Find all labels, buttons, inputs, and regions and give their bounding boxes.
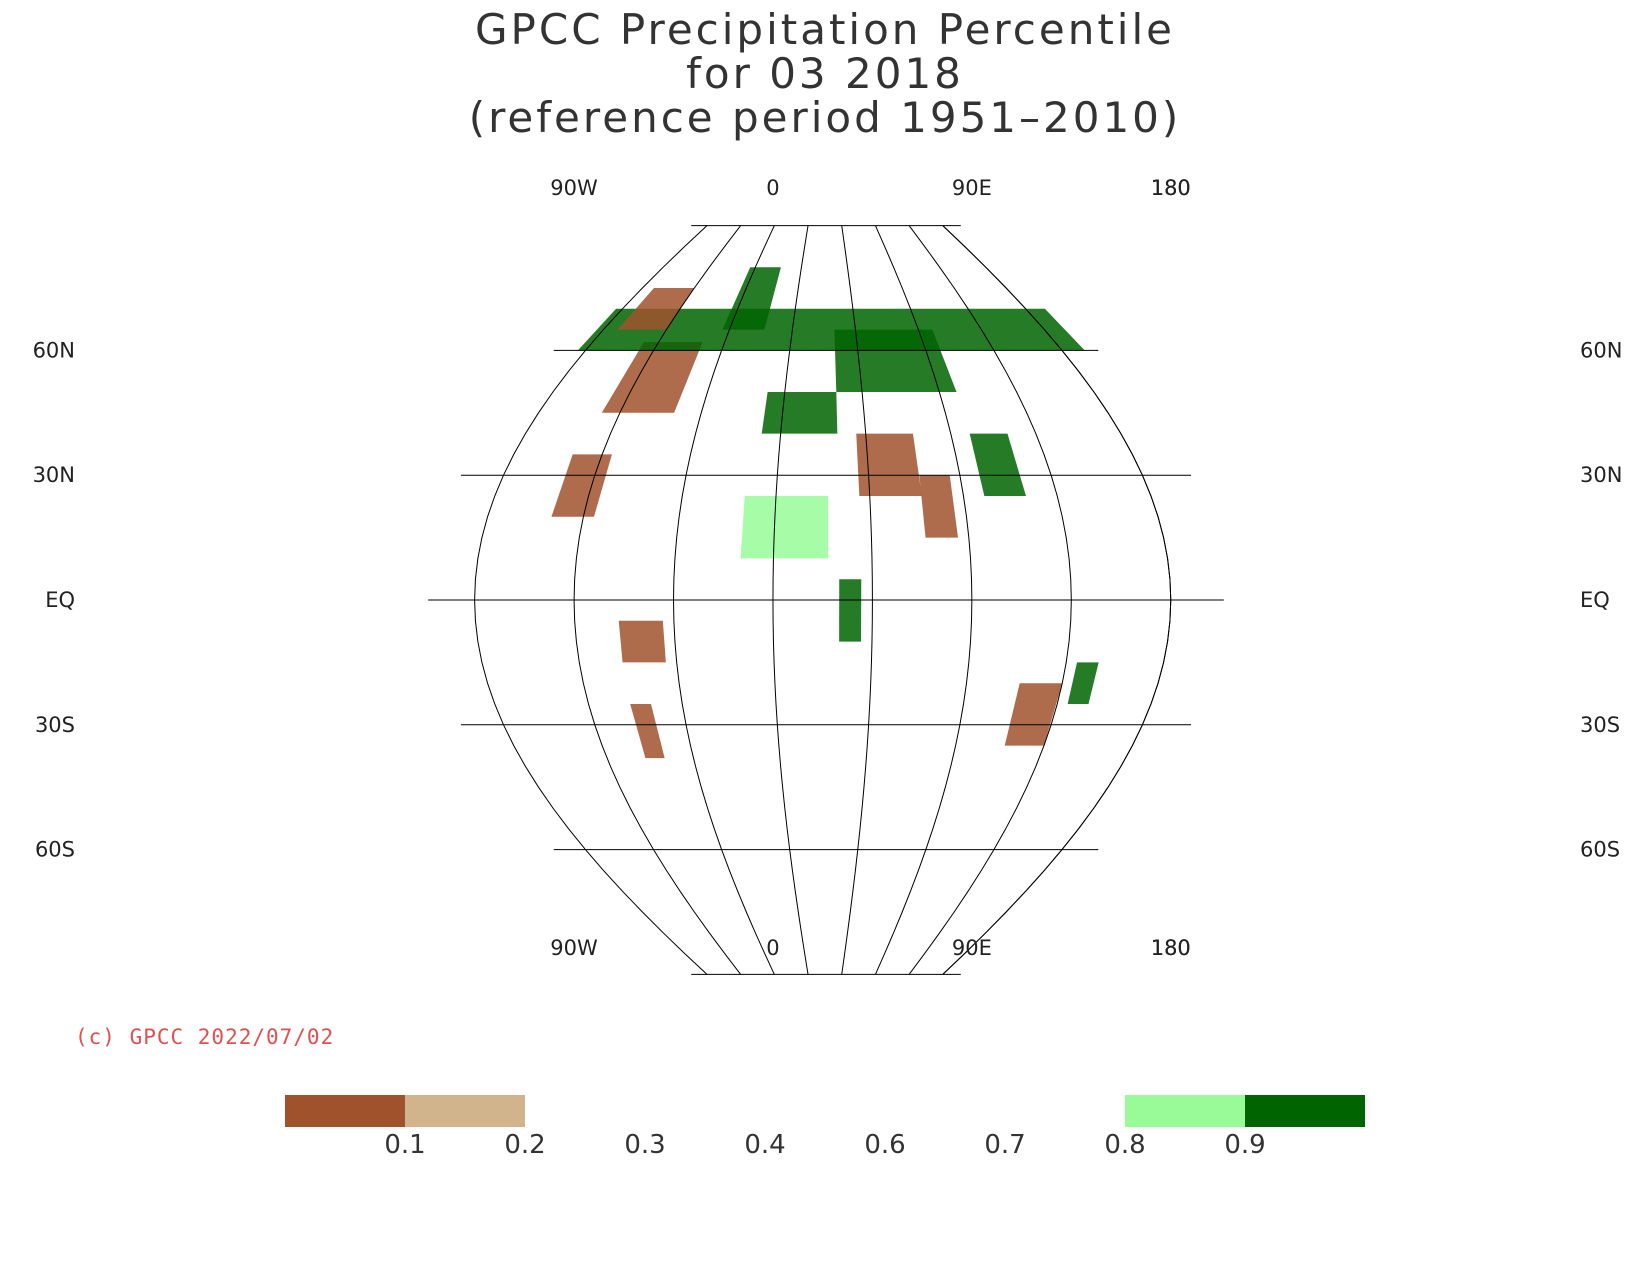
lat-label-left: EQ	[45, 588, 75, 612]
meridian-line	[474, 225, 708, 975]
region-alaska	[555, 308, 1093, 351]
graticule-labels: 18018090W90W0090E90E18018060N30NEQ30S60S…	[33, 176, 1623, 960]
lon-label-top: 0	[766, 176, 779, 200]
meridian-line	[874, 225, 973, 975]
region-middle-east	[856, 433, 922, 496]
title-line-2: for 03 2018	[686, 49, 964, 98]
region-canada-east	[601, 342, 703, 413]
lon-label-bottom: 180	[1151, 936, 1191, 960]
meridian-line	[942, 225, 1172, 975]
lon-label-bottom: 90W	[550, 936, 598, 960]
region-russia	[834, 329, 957, 392]
lat-label-right: EQ	[1580, 588, 1610, 612]
region-canada-arctic	[617, 288, 695, 330]
region-amazon	[618, 620, 666, 663]
region-greenland	[722, 267, 781, 330]
meridian-line	[772, 225, 809, 975]
legend-tick-label: 0.1	[384, 1130, 426, 1160]
legend-tick-label: 0.2	[504, 1130, 546, 1160]
region-australia-east	[1067, 662, 1099, 704]
lat-label-left: 60N	[33, 338, 75, 362]
map-title: GPCC Precipitation Percentile for 03 201…	[0, 8, 1650, 140]
region-china	[969, 433, 1026, 496]
legend-tick-label: 0.7	[984, 1130, 1026, 1160]
title-line-3: (reference period 1951–2010)	[468, 93, 1182, 142]
lon-label-top: 180	[1151, 176, 1191, 200]
meridian-line	[841, 225, 873, 975]
meridian-line	[908, 225, 1072, 975]
graticule	[428, 225, 1224, 975]
lon-label-top: 90W	[550, 176, 598, 200]
percentile-fill-layer	[551, 267, 1099, 759]
region-india	[919, 475, 959, 538]
region-australia-west	[1004, 683, 1063, 746]
region-argentina	[630, 704, 665, 759]
legend-tick-label: 0.9	[1224, 1130, 1266, 1160]
region-east-africa	[839, 579, 862, 642]
legend-swatch	[1125, 1095, 1245, 1127]
legend-tick-label: 0.3	[624, 1130, 666, 1160]
region-sahara	[740, 496, 829, 559]
lat-label-right: 30S	[1580, 713, 1620, 737]
lat-label-left: 60S	[35, 838, 75, 862]
title-line-1: GPCC Precipitation Percentile	[475, 5, 1175, 54]
lat-label-left: 30N	[33, 463, 75, 487]
meridian-line	[573, 225, 742, 975]
legend-tick-label: 0.4	[744, 1130, 786, 1160]
legend-swatch	[405, 1095, 525, 1127]
lon-label-top: 180	[1151, 176, 1191, 200]
lon-label-bottom: 90E	[952, 936, 992, 960]
lat-label-left: 30S	[35, 713, 75, 737]
lat-label-right: 60S	[1580, 838, 1620, 862]
legend-swatch	[285, 1095, 405, 1127]
lon-label-top: 90E	[952, 176, 992, 200]
copyright-notice: (c) GPCC 2022/07/02	[75, 1025, 335, 1049]
region-us-south	[551, 454, 612, 517]
region-europe	[761, 392, 838, 434]
lon-label-bottom: 180	[1151, 936, 1191, 960]
lat-label-right: 30N	[1580, 463, 1622, 487]
meridian-line	[673, 225, 775, 975]
lat-label-right: 60N	[1580, 338, 1622, 362]
lon-label-bottom: 0	[766, 936, 779, 960]
legend-swatch	[1245, 1095, 1365, 1127]
legend-tick-label: 0.8	[1104, 1130, 1146, 1160]
legend-tick-label: 0.6	[864, 1130, 906, 1160]
